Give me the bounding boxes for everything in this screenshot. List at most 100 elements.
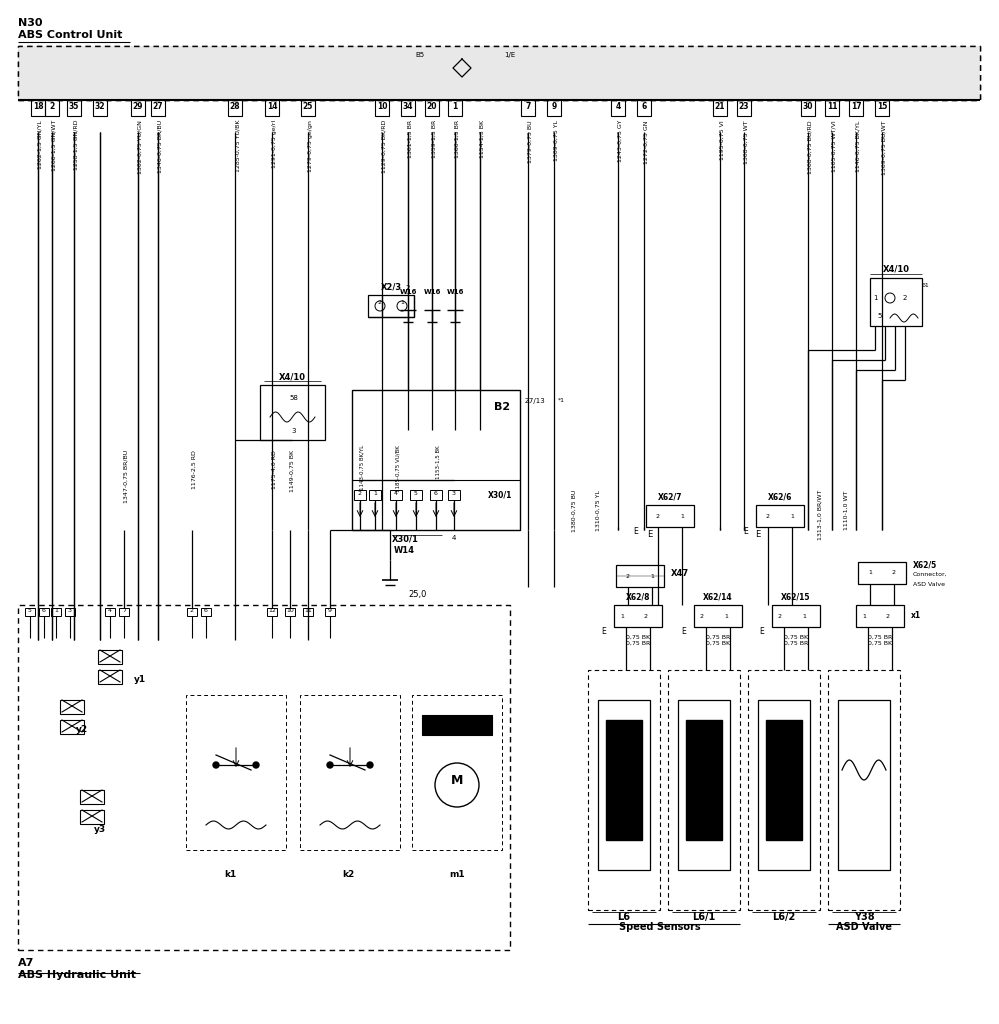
Circle shape	[253, 762, 259, 768]
Bar	[606, 720, 642, 840]
Bar	[448, 100, 462, 116]
Bar	[18, 46, 980, 100]
Text: 5: 5	[28, 608, 32, 613]
Text: 3: 3	[68, 608, 72, 613]
Bar	[713, 100, 727, 116]
Text: 4: 4	[452, 535, 457, 541]
Bar	[521, 100, 535, 116]
Bar	[412, 695, 502, 850]
Text: 1380-0,75 BU: 1380-0,75 BU	[572, 490, 577, 532]
Text: 2: 2	[49, 102, 55, 111]
Bar	[547, 100, 561, 116]
Text: 2: 2	[778, 613, 782, 618]
Text: E: E	[755, 530, 760, 539]
Text: y1: y1	[134, 676, 146, 684]
Bar	[354, 490, 366, 500]
Text: 1379-0,75 BU: 1379-0,75 BU	[528, 120, 533, 163]
Bar	[98, 670, 122, 684]
Text: 1: 1	[724, 613, 728, 618]
Circle shape	[367, 762, 373, 768]
Text: ASD Valve: ASD Valve	[836, 922, 892, 932]
Bar	[668, 670, 740, 910]
Text: 1: 1	[373, 490, 377, 496]
Text: 5: 5	[414, 490, 418, 496]
Text: 32: 32	[95, 102, 105, 111]
Bar	[369, 490, 381, 500]
Bar	[748, 670, 820, 910]
Bar	[119, 608, 129, 616]
Text: k2: k2	[342, 870, 354, 879]
Text: 2: 2	[700, 613, 704, 618]
Text: Z7/13: Z7/13	[525, 398, 545, 404]
Text: *1: *1	[558, 398, 565, 403]
Text: 1: 1	[862, 613, 866, 618]
Text: ASD Valve: ASD Valve	[913, 582, 945, 587]
Text: X4/10: X4/10	[279, 372, 306, 381]
Text: 1285-0,75 YU/BK: 1285-0,75 YU/BK	[235, 120, 240, 172]
Text: 2: 2	[903, 295, 907, 301]
Text: E: E	[743, 527, 748, 536]
Text: Connector,: Connector,	[913, 572, 948, 577]
Text: 1308-0,75 WT: 1308-0,75 WT	[744, 120, 749, 164]
Text: L6: L6	[617, 912, 630, 922]
Text: X30/1: X30/1	[392, 535, 419, 544]
Text: 12: 12	[268, 608, 276, 613]
Text: 4: 4	[108, 608, 112, 613]
Text: 1195-0,75 VI: 1195-0,75 VI	[720, 120, 725, 160]
Text: 1143-0,75 BK/YL: 1143-0,75 BK/YL	[360, 445, 365, 490]
Bar	[686, 720, 722, 840]
Text: 1262-1,5 GN/YL: 1262-1,5 GN/YL	[38, 120, 43, 169]
Bar	[772, 605, 820, 627]
Bar	[18, 46, 980, 100]
Text: 1243-0,75 GY: 1243-0,75 GY	[618, 120, 623, 163]
Bar	[18, 46, 980, 100]
Text: 1185-0,75 VU/BK: 1185-0,75 VU/BK	[396, 445, 401, 492]
Text: ABS Control Unit: ABS Control Unit	[18, 30, 122, 40]
Text: E: E	[759, 627, 764, 636]
Text: X47: X47	[671, 568, 689, 578]
Text: 1149-0,75 BK: 1149-0,75 BK	[290, 450, 295, 493]
Text: 1360-1,5 BR: 1360-1,5 BR	[455, 120, 460, 158]
Text: X62/6: X62/6	[768, 492, 792, 501]
Bar	[301, 100, 315, 116]
Text: E: E	[633, 527, 638, 536]
Bar	[131, 100, 145, 116]
Text: N30: N30	[18, 18, 43, 28]
Text: 58: 58	[290, 395, 299, 401]
Text: 1291-0,75 ge/rl: 1291-0,75 ge/rl	[272, 120, 277, 168]
Text: 3: 3	[292, 428, 297, 434]
Bar	[611, 100, 625, 116]
Text: 1361-1,5 BR: 1361-1,5 BR	[408, 120, 413, 158]
Text: 34: 34	[403, 102, 414, 111]
Bar	[300, 695, 400, 850]
Text: 1176-2,5 RD: 1176-2,5 RD	[192, 450, 197, 488]
Bar	[375, 100, 389, 116]
Text: 10: 10	[286, 608, 294, 613]
Bar	[430, 490, 442, 500]
Bar	[80, 790, 104, 804]
Circle shape	[327, 762, 333, 768]
Text: 1/E: 1/E	[504, 52, 515, 58]
Text: 6: 6	[42, 608, 46, 613]
Bar	[756, 505, 804, 527]
Text: E: E	[647, 530, 652, 539]
Text: 11: 11	[827, 102, 837, 111]
Text: y3: y3	[94, 825, 106, 835]
Text: 1: 1	[400, 299, 404, 304]
Bar	[186, 695, 286, 850]
Text: 1: 1	[790, 513, 794, 518]
Text: 1272-0,75 GN: 1272-0,75 GN	[644, 120, 649, 164]
Text: M: M	[451, 773, 464, 786]
Bar	[80, 810, 104, 824]
Bar	[51, 608, 61, 616]
Text: E: E	[681, 627, 686, 636]
Text: 30: 30	[803, 102, 813, 111]
Text: 17: 17	[851, 102, 861, 111]
Text: X2/3: X2/3	[381, 282, 402, 291]
Text: X62/5: X62/5	[913, 560, 937, 569]
Bar	[45, 100, 59, 116]
Bar	[31, 100, 45, 116]
Text: 0,75 BK
0,75 BR: 0,75 BK 0,75 BR	[784, 635, 808, 646]
Text: 15: 15	[877, 102, 887, 111]
Bar	[303, 608, 313, 616]
